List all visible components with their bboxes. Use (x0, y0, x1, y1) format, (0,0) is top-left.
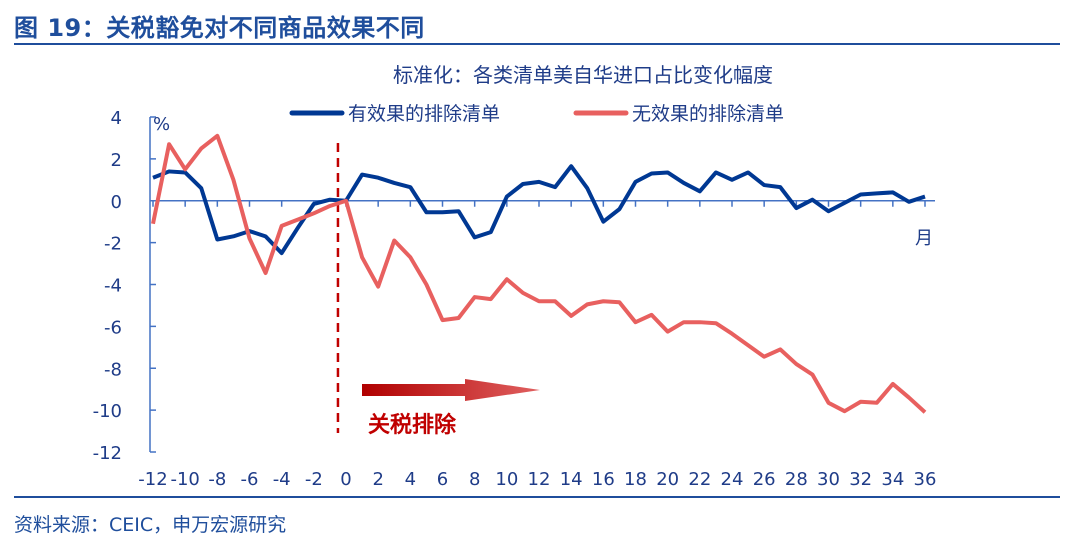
y-tick-label: -10 (93, 401, 122, 422)
chart-subtitle: 标准化：各类清单美自华进口占比变化幅度 (393, 63, 773, 87)
x-tick-label: -4 (273, 469, 291, 490)
x-tick-label: 18 (624, 469, 647, 490)
x-tick-label: 32 (849, 469, 872, 490)
x-tick-label: -10 (170, 469, 199, 490)
series-line-0 (152, 164, 926, 256)
arrow-label: 关税排除 (368, 412, 457, 438)
y-axis-label: % (153, 114, 170, 135)
title-divider (14, 43, 1060, 45)
y-tick-label: 2 (111, 150, 122, 171)
y-tick-label: -2 (104, 234, 122, 255)
x-tick-label: 10 (495, 469, 518, 490)
x-tick-label: 36 (914, 469, 937, 490)
x-tick-label: 26 (753, 469, 776, 490)
y-tick-label: -12 (93, 443, 122, 464)
x-tick-label: 22 (688, 469, 711, 490)
x-tick-label: 2 (372, 469, 383, 490)
x-tick-label: 30 (817, 469, 840, 490)
y-tick-label: -4 (104, 276, 122, 297)
x-tick-label: 34 (881, 469, 904, 490)
x-axis-label: 月 (915, 228, 933, 249)
y-tick-label: -6 (104, 317, 122, 338)
arrow-shape (362, 379, 540, 401)
series-line-1 (151, 133, 927, 414)
x-tick-label: 16 (592, 469, 615, 490)
x-tick-label: 12 (528, 469, 551, 490)
legend-label-1: 无效果的排除清单 (632, 103, 784, 125)
x-tick-label: -2 (305, 469, 323, 490)
y-tick-label: 4 (111, 108, 122, 129)
x-tick-label: 4 (405, 469, 416, 490)
x-tick-label: 0 (340, 469, 351, 490)
x-tick-label: -6 (241, 469, 259, 490)
x-tick-label: 20 (656, 469, 679, 490)
figure-title: 图 19：关税豁免对不同商品效果不同 (14, 14, 425, 42)
y-tick-label: -8 (104, 359, 122, 380)
footer-divider (14, 496, 1060, 498)
source-note: 资料来源：CEIC，申万宏源研究 (14, 514, 287, 536)
x-tick-label: -12 (138, 469, 167, 490)
x-tick-label: 8 (469, 469, 480, 490)
x-tick-label: 14 (560, 469, 583, 490)
legend-label-0: 有效果的排除清单 (348, 103, 500, 125)
y-tick-label: 0 (111, 192, 122, 213)
x-tick-label: 6 (437, 469, 448, 490)
x-tick-label: 24 (721, 469, 744, 490)
x-tick-label: -8 (208, 469, 226, 490)
x-tick-label: 28 (785, 469, 808, 490)
